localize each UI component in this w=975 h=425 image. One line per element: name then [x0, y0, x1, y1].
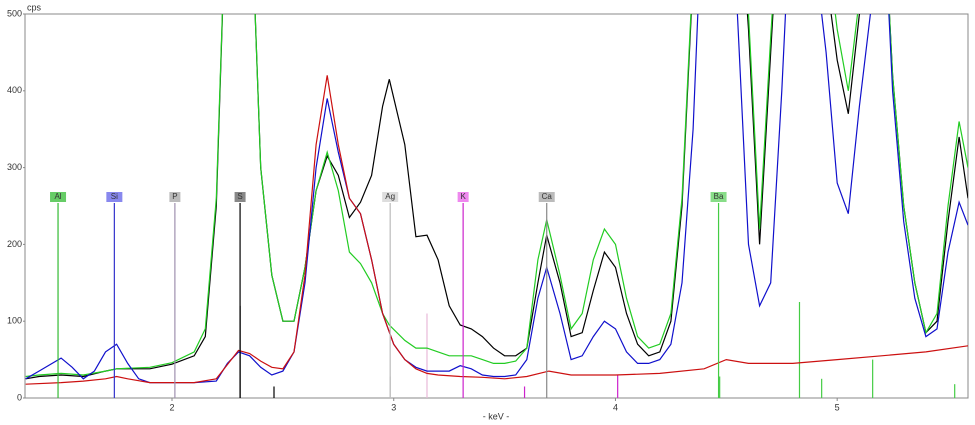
- x-tick-label: 4: [613, 402, 618, 412]
- element-box: [710, 192, 727, 202]
- plot-area: [24, 13, 969, 399]
- spectrum-line: [25, 14, 968, 380]
- element-label: Al: [54, 192, 61, 201]
- y-tick-label: 400: [7, 85, 22, 95]
- element-label: Si: [111, 192, 118, 201]
- y-tick-label: 500: [7, 8, 22, 18]
- element-label: Ca: [542, 192, 553, 201]
- element-label: S: [237, 192, 242, 201]
- element-label: K: [460, 192, 466, 201]
- element-box: [169, 192, 181, 202]
- y-tick-label: 200: [7, 239, 22, 249]
- x-tick-label: 3: [391, 402, 396, 412]
- element-label: P: [172, 192, 177, 201]
- element-box: [234, 192, 246, 202]
- element-label: Ag: [385, 192, 395, 201]
- element-box: [382, 192, 399, 202]
- x-tick-label: 5: [835, 402, 840, 412]
- x-tick-label: 2: [169, 402, 174, 412]
- element-box: [50, 192, 67, 202]
- y-axis-label: cps: [27, 2, 42, 12]
- element-box: [106, 192, 123, 202]
- spectrum-line: [25, 14, 968, 378]
- element-label: Ba: [714, 192, 724, 201]
- y-tick-label: 0: [17, 392, 22, 402]
- x-axis-label: - keV -: [483, 411, 510, 421]
- y-tick-label: 300: [7, 162, 22, 172]
- spectrum-line: [25, 14, 968, 384]
- element-markers: Al Si P S Ag K Ca Ba: [50, 192, 727, 398]
- spectrum-line: [25, 75, 968, 385]
- y-tick-label: 100: [7, 316, 22, 326]
- element-box: [457, 192, 469, 202]
- element-box: [538, 192, 555, 202]
